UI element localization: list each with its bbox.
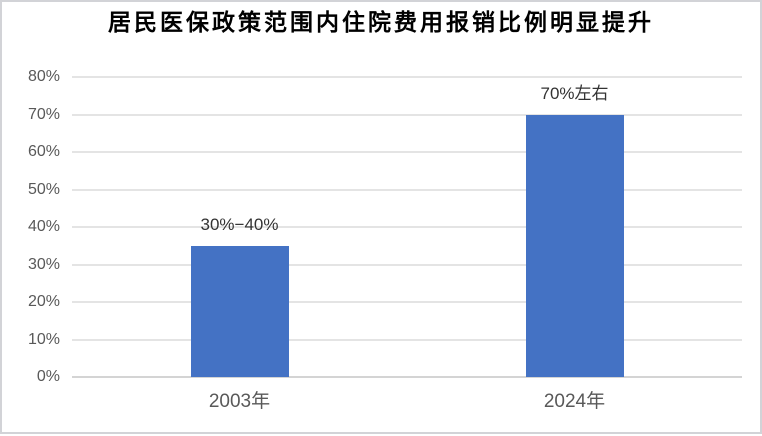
bar <box>525 114 624 377</box>
y-tick-label: 30% <box>27 255 60 273</box>
gridline <box>72 188 742 191</box>
gridline <box>72 338 742 341</box>
y-tick-label: 50% <box>27 180 60 198</box>
y-tick-label: 10% <box>27 330 60 348</box>
bar <box>190 245 289 377</box>
x-category-label: 2003年 <box>208 391 271 412</box>
gridline <box>72 263 742 266</box>
x-axis-line <box>72 376 742 378</box>
x-category-label: 2024年 <box>543 391 606 412</box>
chart-title: 居民医保政策范围内住院费用报销比例明显提升 <box>108 9 654 35</box>
gridline <box>72 226 742 228</box>
bar-data-label: 70%左右 <box>540 83 609 103</box>
gridline <box>72 301 742 303</box>
y-tick-label: 20% <box>27 293 60 310</box>
gridline <box>72 113 742 116</box>
y-tick-label: 0% <box>36 368 60 385</box>
y-tick-label: 70% <box>27 105 60 123</box>
y-tick-label: 60% <box>27 143 60 160</box>
gridline <box>72 76 742 78</box>
bar-data-label: 30%−40% <box>200 214 279 234</box>
gridline <box>72 151 742 153</box>
y-tick-label: 80% <box>27 68 60 85</box>
y-tick-label: 40% <box>27 218 60 235</box>
